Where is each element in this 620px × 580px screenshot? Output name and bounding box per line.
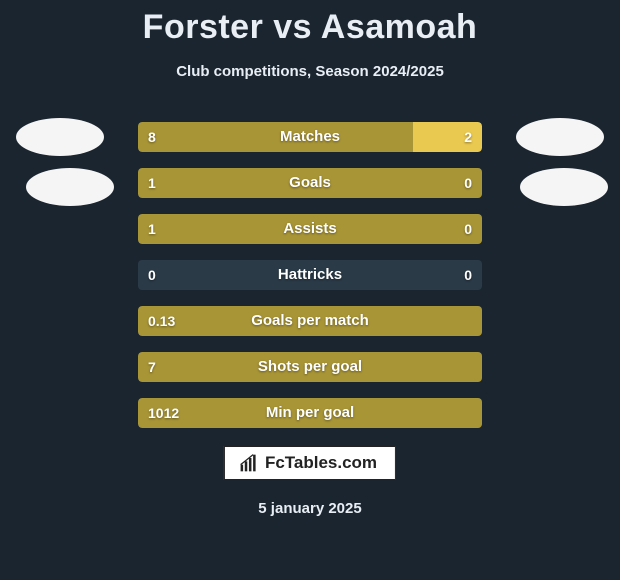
stat-label: Matches: [138, 122, 482, 152]
subtitle: Club competitions, Season 2024/2025: [0, 47, 620, 80]
stat-row: 10Goals: [138, 168, 482, 198]
brand-icon: [239, 453, 259, 473]
stat-row: 10Assists: [138, 214, 482, 244]
player1-team-avatar: [26, 168, 114, 206]
brand-badge: FcTables.com: [224, 446, 396, 480]
player1-avatar: [16, 118, 104, 156]
stat-label: Hattricks: [138, 260, 482, 290]
stat-label: Goals per match: [138, 306, 482, 336]
stats-chart: 82Matches 10Goals 10Assists 00Hattricks 0.13…: [138, 122, 482, 444]
stat-label: Min per goal: [138, 398, 482, 428]
stat-row: 0.13Goals per match: [138, 306, 482, 336]
stat-row: 1012Min per goal: [138, 398, 482, 428]
stat-label: Shots per goal: [138, 352, 482, 382]
brand-text: FcTables.com: [265, 453, 377, 473]
player2-team-avatar: [520, 168, 608, 206]
stat-row: 00Hattricks: [138, 260, 482, 290]
page-title: Forster vs Asamoah: [0, 0, 620, 47]
stat-label: Goals: [138, 168, 482, 198]
date-label: 5 january 2025: [0, 500, 620, 517]
stat-label: Assists: [138, 214, 482, 244]
player2-avatar: [516, 118, 604, 156]
stat-row: 82Matches: [138, 122, 482, 152]
stat-row: 7Shots per goal: [138, 352, 482, 382]
